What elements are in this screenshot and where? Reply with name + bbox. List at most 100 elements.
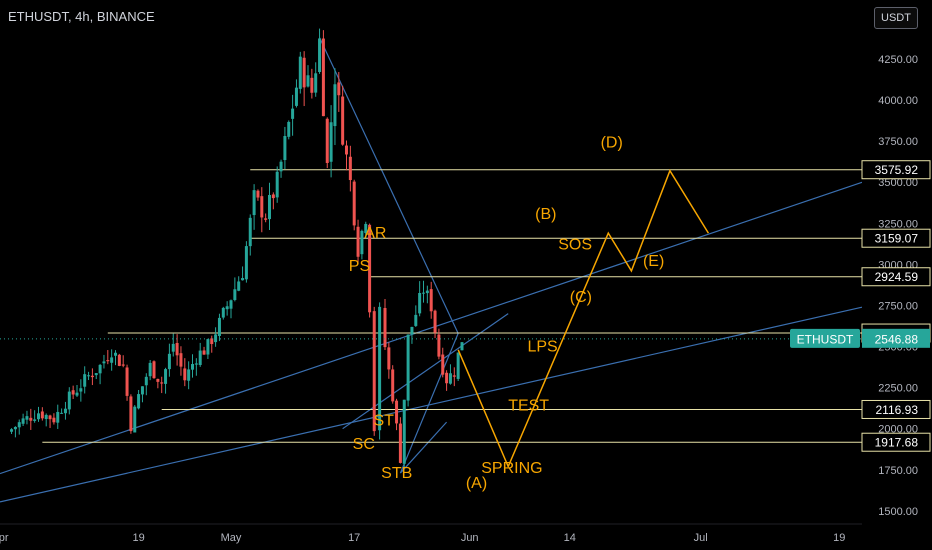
candle-body [48, 415, 52, 420]
candle-body [137, 394, 141, 409]
candle-body [429, 289, 433, 312]
candle-body [418, 293, 422, 314]
candle-body [314, 73, 318, 93]
candle-body [60, 412, 64, 414]
candle-body [410, 326, 414, 335]
annotation-label: LPS [527, 338, 557, 355]
candle-body [356, 226, 360, 257]
candle-body [37, 413, 40, 420]
candle-body [221, 307, 225, 318]
time-axis: Apr 19 May 17 Jun 14 Jul 19 [0, 523, 862, 544]
candle-body [102, 361, 106, 364]
annotation-label: SOS [558, 237, 592, 254]
price-axis-labels: 3575.923159.072924.592582.012116.931917.… [790, 160, 931, 452]
symbol-tag [790, 328, 860, 348]
candle-body [460, 342, 464, 351]
candle-body [425, 290, 429, 294]
candle-body [321, 38, 325, 117]
level-price-box [861, 228, 931, 248]
price-tick-label: 3750.00 [878, 136, 918, 148]
candle-body [279, 161, 283, 172]
trend-line [399, 421, 448, 474]
candle-body [241, 278, 245, 281]
trend-line [0, 306, 863, 503]
level-price-label: 3159.07 [875, 232, 919, 246]
candle-body [67, 391, 71, 410]
current-price-label: 2546.88 [875, 332, 919, 346]
candle-body [79, 388, 83, 392]
annotation-label: PS [349, 258, 370, 275]
candle-body [160, 382, 164, 384]
candle-body [44, 414, 48, 419]
candle-body [187, 369, 191, 381]
candle-body [283, 136, 287, 161]
candle-body [33, 419, 37, 421]
candle-body [140, 386, 144, 395]
candle-body [156, 378, 160, 382]
chart-title: ETHUSDT, 4h, BINANCE [8, 9, 155, 24]
candlesticks [10, 28, 464, 469]
annotation-label: TEST [508, 398, 549, 415]
candle-body [422, 292, 425, 294]
annotation-label: SPRING [481, 460, 542, 477]
price-tick-label: 1750.00 [878, 465, 918, 477]
candle-body [191, 364, 194, 370]
candle-body [90, 375, 94, 378]
candle-body [383, 308, 387, 348]
annotation-label: STB [381, 465, 412, 482]
candle-body [244, 246, 248, 280]
candle-body [233, 289, 237, 300]
candle-body [372, 311, 376, 432]
candle-body [378, 306, 382, 431]
time-tick-label: 17 [348, 532, 360, 544]
candle-body [437, 334, 441, 357]
candle-body [29, 417, 33, 421]
time-tick-label: Jun [461, 532, 479, 544]
candle-body [63, 408, 67, 414]
candle-body [133, 406, 137, 433]
price-tick-label: 3500.00 [878, 177, 918, 189]
candle-body [40, 411, 44, 419]
level-price-box [861, 432, 931, 452]
candle-body [364, 223, 368, 234]
candle-body [183, 368, 187, 381]
candle-body [287, 121, 291, 137]
candle-body [325, 118, 329, 163]
candle-body [368, 224, 372, 313]
candle-body [198, 350, 202, 365]
candle-body [98, 364, 102, 374]
level-price-label: 2924.59 [875, 270, 919, 284]
candle-body [337, 82, 341, 96]
candle-body [10, 429, 14, 432]
price-tick-label: 4000.00 [878, 95, 918, 107]
candle-body [456, 352, 460, 379]
time-tick-label: 19 [833, 532, 845, 544]
candle-body [94, 373, 98, 376]
candle-body [294, 87, 298, 106]
currency-button[interactable]: USDT [874, 7, 918, 29]
candle-body [71, 390, 75, 395]
level-price-label: 1917.68 [875, 436, 919, 450]
candle-body [171, 343, 175, 352]
candle-body [275, 171, 279, 198]
candle-body [333, 84, 337, 127]
candle-body [406, 334, 410, 401]
price-tick-label: 2750.00 [878, 300, 918, 312]
candle-body [75, 392, 79, 396]
candle-body [152, 361, 156, 379]
candle-body [214, 334, 218, 343]
time-tick-label: 14 [564, 532, 576, 544]
current-price-box [862, 328, 930, 348]
candle-body [348, 156, 352, 181]
time-tick-label: Jul [694, 532, 708, 544]
wyckoff-annotations: AR PS SC ST STB SPRING(A) TEST LPS (B)SOS (C) (D) (… [349, 135, 664, 492]
price-tick-label: 3250.00 [878, 218, 918, 230]
symbol-tag-label: ETHUSDT [797, 332, 854, 346]
candle-body [360, 230, 364, 255]
level-price-label: 2116.93 [876, 403, 919, 417]
candle-body [194, 363, 198, 365]
candle-body [391, 369, 395, 402]
candle-body [433, 310, 437, 333]
candle-body [129, 396, 133, 432]
